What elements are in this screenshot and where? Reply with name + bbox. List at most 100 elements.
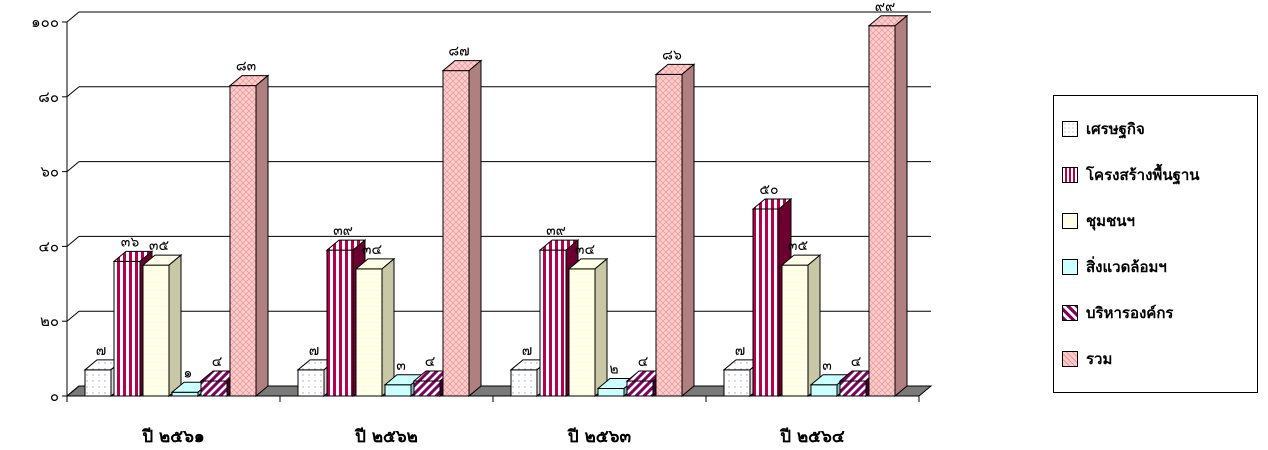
bar-front	[597, 388, 625, 397]
bar	[228, 74, 270, 398]
bar-front	[84, 369, 112, 397]
y-tick-label: ๔๐	[38, 237, 59, 255]
legend-item: โครงสร้างพื้นฐาน	[1054, 152, 1257, 198]
bar-side	[468, 59, 482, 398]
legend-label: ชุมชนฯ	[1086, 212, 1135, 230]
bar	[441, 59, 483, 398]
x-tick-label: ปี ๒๕๖๒	[354, 426, 418, 447]
bar-front	[839, 380, 867, 397]
legend-label: บริหารองค์กร	[1086, 304, 1174, 322]
data-label: ๓	[822, 358, 832, 374]
bar-front	[413, 380, 441, 397]
data-label: ๗	[735, 343, 746, 359]
bar-front	[752, 208, 780, 397]
gridline-depth	[66, 11, 80, 23]
bar-front	[568, 268, 596, 397]
bar	[780, 254, 822, 398]
bar-side	[381, 257, 395, 398]
legend: เศรษฐกิจโครงสร้างพื้นฐานชุมชนฯสิ่งแวดล้อ…	[1053, 95, 1258, 393]
bar-front	[626, 380, 654, 397]
legend-swatch	[1062, 351, 1078, 367]
data-label: ๓๔	[575, 242, 595, 258]
data-label: ๘๗	[448, 44, 469, 60]
data-label: ๓๖	[121, 234, 140, 250]
bar-front	[539, 249, 567, 397]
bar-side	[894, 14, 908, 398]
y-tick-label: ๘๐	[38, 88, 59, 106]
data-label: ๘๖	[662, 47, 682, 63]
bar-front	[355, 268, 383, 397]
legend-item: สิ่งแวดล้อมฯ	[1054, 244, 1257, 290]
data-label: ๒	[609, 362, 618, 378]
x-tick-label: ปี ๒๕๖๓	[567, 426, 631, 447]
x-tick-label: ปี ๒๕๖๑	[141, 426, 204, 447]
data-label: ๔	[638, 354, 649, 370]
data-label: ๔	[851, 354, 862, 370]
legend-item: ชุมชนฯ	[1054, 198, 1257, 244]
bar-front	[655, 73, 683, 397]
legend-swatch	[1062, 213, 1078, 229]
legend-item: รวม	[1054, 336, 1257, 382]
bar-front	[113, 260, 141, 397]
legend-item: บริหารองค์กร	[1054, 290, 1257, 336]
bar-front	[868, 25, 896, 397]
bar	[141, 254, 183, 398]
bar-front	[810, 384, 838, 397]
bar-side	[594, 257, 608, 398]
bar	[867, 14, 909, 398]
bar-front	[200, 380, 228, 397]
data-label: ๑	[184, 365, 193, 381]
data-label: ๗	[309, 343, 320, 359]
bar-front	[229, 85, 257, 397]
x-tick-label: ปี ๒๕๖๔	[779, 426, 844, 447]
data-label: ๔	[425, 354, 436, 370]
bar-front	[326, 249, 354, 397]
legend-swatch	[1062, 121, 1078, 137]
bar-front	[781, 264, 809, 397]
legend-item: เศรษฐกิจ	[1054, 106, 1257, 152]
data-label: ๙๙	[875, 0, 896, 15]
data-label: ๓๕	[788, 238, 808, 254]
y-tick-label: ๒๐	[40, 312, 59, 330]
bar-front	[297, 369, 325, 397]
legend-swatch	[1062, 167, 1078, 183]
gridline-depth	[66, 161, 80, 172]
y-tick-label: ๖๐	[40, 163, 59, 181]
bars	[83, 14, 909, 398]
bar-front	[510, 369, 538, 397]
legend-swatch	[1062, 259, 1078, 275]
y-tick-label: ๐	[50, 387, 59, 405]
data-label: ๓๔	[362, 242, 382, 258]
gridline-depth	[66, 385, 80, 397]
y-tick-label: ๑๐๐	[31, 13, 59, 31]
gridline-depth	[66, 86, 80, 98]
legend-label: รวม	[1086, 350, 1113, 368]
gridline-depth	[66, 310, 80, 322]
data-label: ๓๙	[546, 223, 566, 239]
data-label: ๓๕	[149, 238, 169, 254]
bar-front	[384, 384, 412, 397]
data-label: ๔	[212, 354, 223, 370]
bar	[567, 257, 609, 398]
bar-side	[807, 254, 821, 398]
bar	[654, 63, 696, 398]
data-label: ๕๐	[759, 182, 778, 198]
bar-front	[723, 369, 751, 397]
bar-front	[142, 264, 170, 397]
bar-side	[168, 254, 182, 398]
legend-label: สิ่งแวดล้อมฯ	[1086, 258, 1167, 276]
data-label: ๓๙	[333, 223, 353, 239]
data-label: ๓	[396, 358, 406, 374]
gridline-depth	[66, 236, 80, 247]
data-label: ๘๓	[236, 59, 256, 75]
data-label: ๗	[96, 343, 107, 359]
bar-side	[681, 63, 695, 398]
bar-side	[255, 74, 269, 398]
legend-swatch	[1062, 305, 1078, 321]
bar	[354, 257, 396, 398]
legend-label: เศรษฐกิจ	[1086, 120, 1145, 138]
bar-front	[442, 70, 470, 397]
data-label: ๗	[522, 343, 533, 359]
legend-label: โครงสร้างพื้นฐาน	[1086, 166, 1200, 184]
